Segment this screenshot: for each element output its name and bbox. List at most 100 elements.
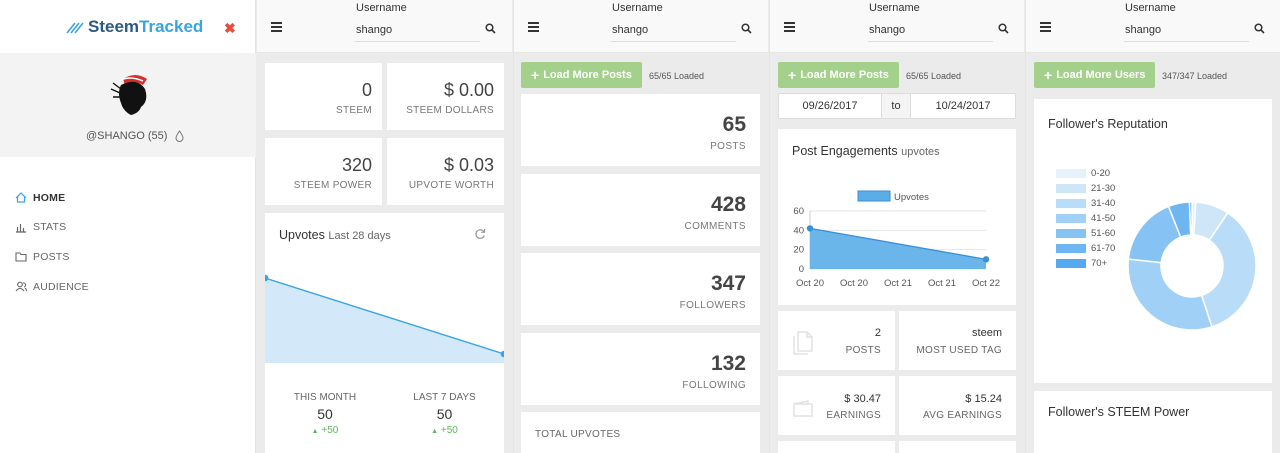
engagement-title: Post Engagements upvotes bbox=[792, 144, 940, 158]
home-column: Username 0 STEEM $ 0.00 STEEM DOLLARS 32… bbox=[257, 0, 512, 453]
card-stub bbox=[778, 441, 895, 453]
menu-icon[interactable] bbox=[1040, 22, 1051, 34]
username-input[interactable] bbox=[868, 18, 993, 42]
close-sidebar-icon[interactable]: ✖ bbox=[224, 20, 236, 36]
logo-text-b: Tracked bbox=[139, 17, 204, 36]
posts-label: POSTS bbox=[710, 141, 746, 152]
legend-label: 61-70 bbox=[1091, 243, 1116, 254]
top-bar: Username bbox=[770, 0, 1024, 53]
legend-label: 51-60 bbox=[1091, 228, 1116, 239]
sparkline-line bbox=[265, 277, 504, 355]
sparkline-point bbox=[500, 350, 504, 358]
most-used-tag-label: MOST USED TAG bbox=[916, 345, 1002, 356]
sidebar: Steem Tracked ✖ @SHANGO (55) HOME STATS P… bbox=[0, 0, 256, 453]
sidebar-item-home[interactable]: HOME bbox=[15, 183, 89, 213]
load-more-posts-button[interactable]: + Load More Posts bbox=[778, 62, 899, 88]
plus-icon: + bbox=[788, 67, 797, 83]
upvotes-area bbox=[810, 228, 986, 269]
username-input[interactable] bbox=[1124, 18, 1249, 42]
load-more-posts-label: Load More Posts bbox=[543, 69, 632, 81]
top-bar: Username bbox=[257, 0, 512, 53]
posts-count-label: POSTS bbox=[845, 345, 881, 356]
comments-label: COMMENTS bbox=[684, 221, 746, 232]
legend-label: Upvotes bbox=[894, 192, 929, 203]
legend-item[interactable]: 0-20 bbox=[1056, 166, 1115, 181]
x-tick-label: Oct 20 bbox=[796, 278, 824, 289]
legend-label: 21-30 bbox=[1091, 183, 1116, 194]
steem-card: 0 STEEM bbox=[265, 63, 382, 130]
search-icon[interactable] bbox=[741, 23, 752, 34]
legend-item[interactable]: 70+ bbox=[1056, 256, 1115, 271]
followers-count: 347 bbox=[710, 272, 746, 295]
upvote-worth-label: UPVOTE WORTH bbox=[408, 180, 494, 191]
steem-power-value: 320 bbox=[341, 155, 372, 175]
username-input[interactable] bbox=[611, 18, 736, 42]
menu-icon[interactable] bbox=[528, 22, 539, 34]
legend-swatch bbox=[1056, 169, 1086, 178]
legend-label: 70+ bbox=[1091, 258, 1108, 269]
donut-slice[interactable] bbox=[1200, 211, 1257, 328]
upvote-worth-card: $ 0.03 UPVOTE WORTH bbox=[387, 138, 504, 205]
upvotes-point bbox=[982, 256, 990, 263]
engagement-title-text: Post Engagements bbox=[792, 144, 898, 158]
total-upvotes-label: TOTAL UPVOTES bbox=[535, 429, 621, 440]
post-engagements-card: Post Engagements upvotes Upvotes 60 40 20 0 O… bbox=[778, 129, 1016, 305]
load-more-users-label: Load More Users bbox=[1056, 69, 1146, 81]
search-icon[interactable] bbox=[998, 23, 1009, 34]
engagement-chart: Upvotes 60 40 20 0 Oct 20 Oct 20 Oct 21 Oct 21 Oc… bbox=[793, 190, 1000, 289]
upvotes-sparkline bbox=[265, 274, 504, 363]
username-label: Username bbox=[1125, 2, 1176, 14]
this-month-block: THIS MONTH 50 ▲ +50 bbox=[265, 392, 385, 436]
sidebar-item-stats[interactable]: STATS bbox=[15, 213, 89, 243]
upvotes-subtitle: Last 28 days bbox=[328, 230, 391, 242]
total-upvotes-card: TOTAL UPVOTES bbox=[521, 412, 760, 453]
last-7-days-delta-text: +50 bbox=[440, 425, 458, 436]
load-more-posts-button[interactable]: + Load More Posts bbox=[521, 62, 642, 88]
legend-label: 31-40 bbox=[1091, 198, 1116, 209]
sidebar-item-posts[interactable]: POSTS bbox=[15, 242, 89, 272]
upvotes-point bbox=[806, 225, 814, 232]
last-7-days-label: LAST 7 DAYS bbox=[413, 392, 476, 403]
legend-item[interactable]: 31-40 bbox=[1056, 196, 1115, 211]
follower-steem-power-card: Follower's STEEM Power bbox=[1034, 391, 1272, 453]
menu-icon[interactable] bbox=[784, 22, 795, 34]
upvotes-title-text: Upvotes bbox=[279, 228, 325, 242]
y-tick-label: 0 bbox=[799, 264, 804, 275]
top-bar: Username bbox=[514, 0, 768, 53]
upvotes-line bbox=[809, 227, 987, 260]
legend-swatch bbox=[1056, 214, 1086, 223]
sidebar-item-audience[interactable]: AUDIENCE bbox=[15, 272, 89, 302]
donut-slice[interactable] bbox=[1127, 258, 1213, 331]
search-icon[interactable] bbox=[1254, 23, 1265, 34]
load-more-posts-label: Load More Posts bbox=[800, 69, 889, 81]
reputation-legend: 0-20 21-30 31-40 41-50 51-60 61-70 70+ bbox=[1056, 166, 1115, 271]
reputation-title: Follower's Reputation bbox=[1048, 117, 1168, 131]
avatar[interactable] bbox=[103, 67, 155, 119]
refresh-icon[interactable] bbox=[474, 228, 486, 240]
comments-count: 428 bbox=[710, 193, 746, 216]
posts-loaded-status: 65/65 Loaded bbox=[906, 71, 962, 81]
menu-icon[interactable] bbox=[271, 22, 282, 34]
sidebar-nav: HOME STATS POSTS AUDIENCE bbox=[15, 183, 89, 301]
search-icon[interactable] bbox=[485, 23, 496, 34]
upvotes-card: Upvotes Last 28 days THIS MONTH 50 ▲ +50… bbox=[265, 213, 504, 453]
date-from-input[interactable]: 09/26/2017 bbox=[778, 93, 882, 119]
earnings-value: $ 30.47 bbox=[844, 393, 881, 405]
avg-earnings-label: AVG EARNINGS bbox=[923, 410, 1002, 421]
followers-label: FOLLOWERS bbox=[679, 300, 746, 311]
earnings-card: $ 30.47 EARNINGS bbox=[778, 376, 895, 435]
steem-power-label: STEEM POWER bbox=[293, 180, 372, 191]
legend-item[interactable]: 41-50 bbox=[1056, 211, 1115, 226]
legend-swatch bbox=[1056, 259, 1086, 268]
upvotes-title: Upvotes Last 28 days bbox=[279, 228, 391, 242]
legend-item[interactable]: 51-60 bbox=[1056, 226, 1115, 241]
username-input[interactable] bbox=[355, 18, 480, 42]
legend-item[interactable]: 61-70 bbox=[1056, 241, 1115, 256]
load-more-users-button[interactable]: + Load More Users bbox=[1034, 62, 1156, 88]
donut-slice[interactable] bbox=[1188, 201, 1193, 236]
legend-item[interactable]: 21-30 bbox=[1056, 181, 1115, 196]
y-tick-label: 40 bbox=[793, 225, 804, 236]
app-logo[interactable]: Steem Tracked bbox=[66, 17, 203, 37]
card-stub bbox=[899, 441, 1016, 453]
date-to-input[interactable]: 10/24/2017 bbox=[910, 93, 1016, 119]
